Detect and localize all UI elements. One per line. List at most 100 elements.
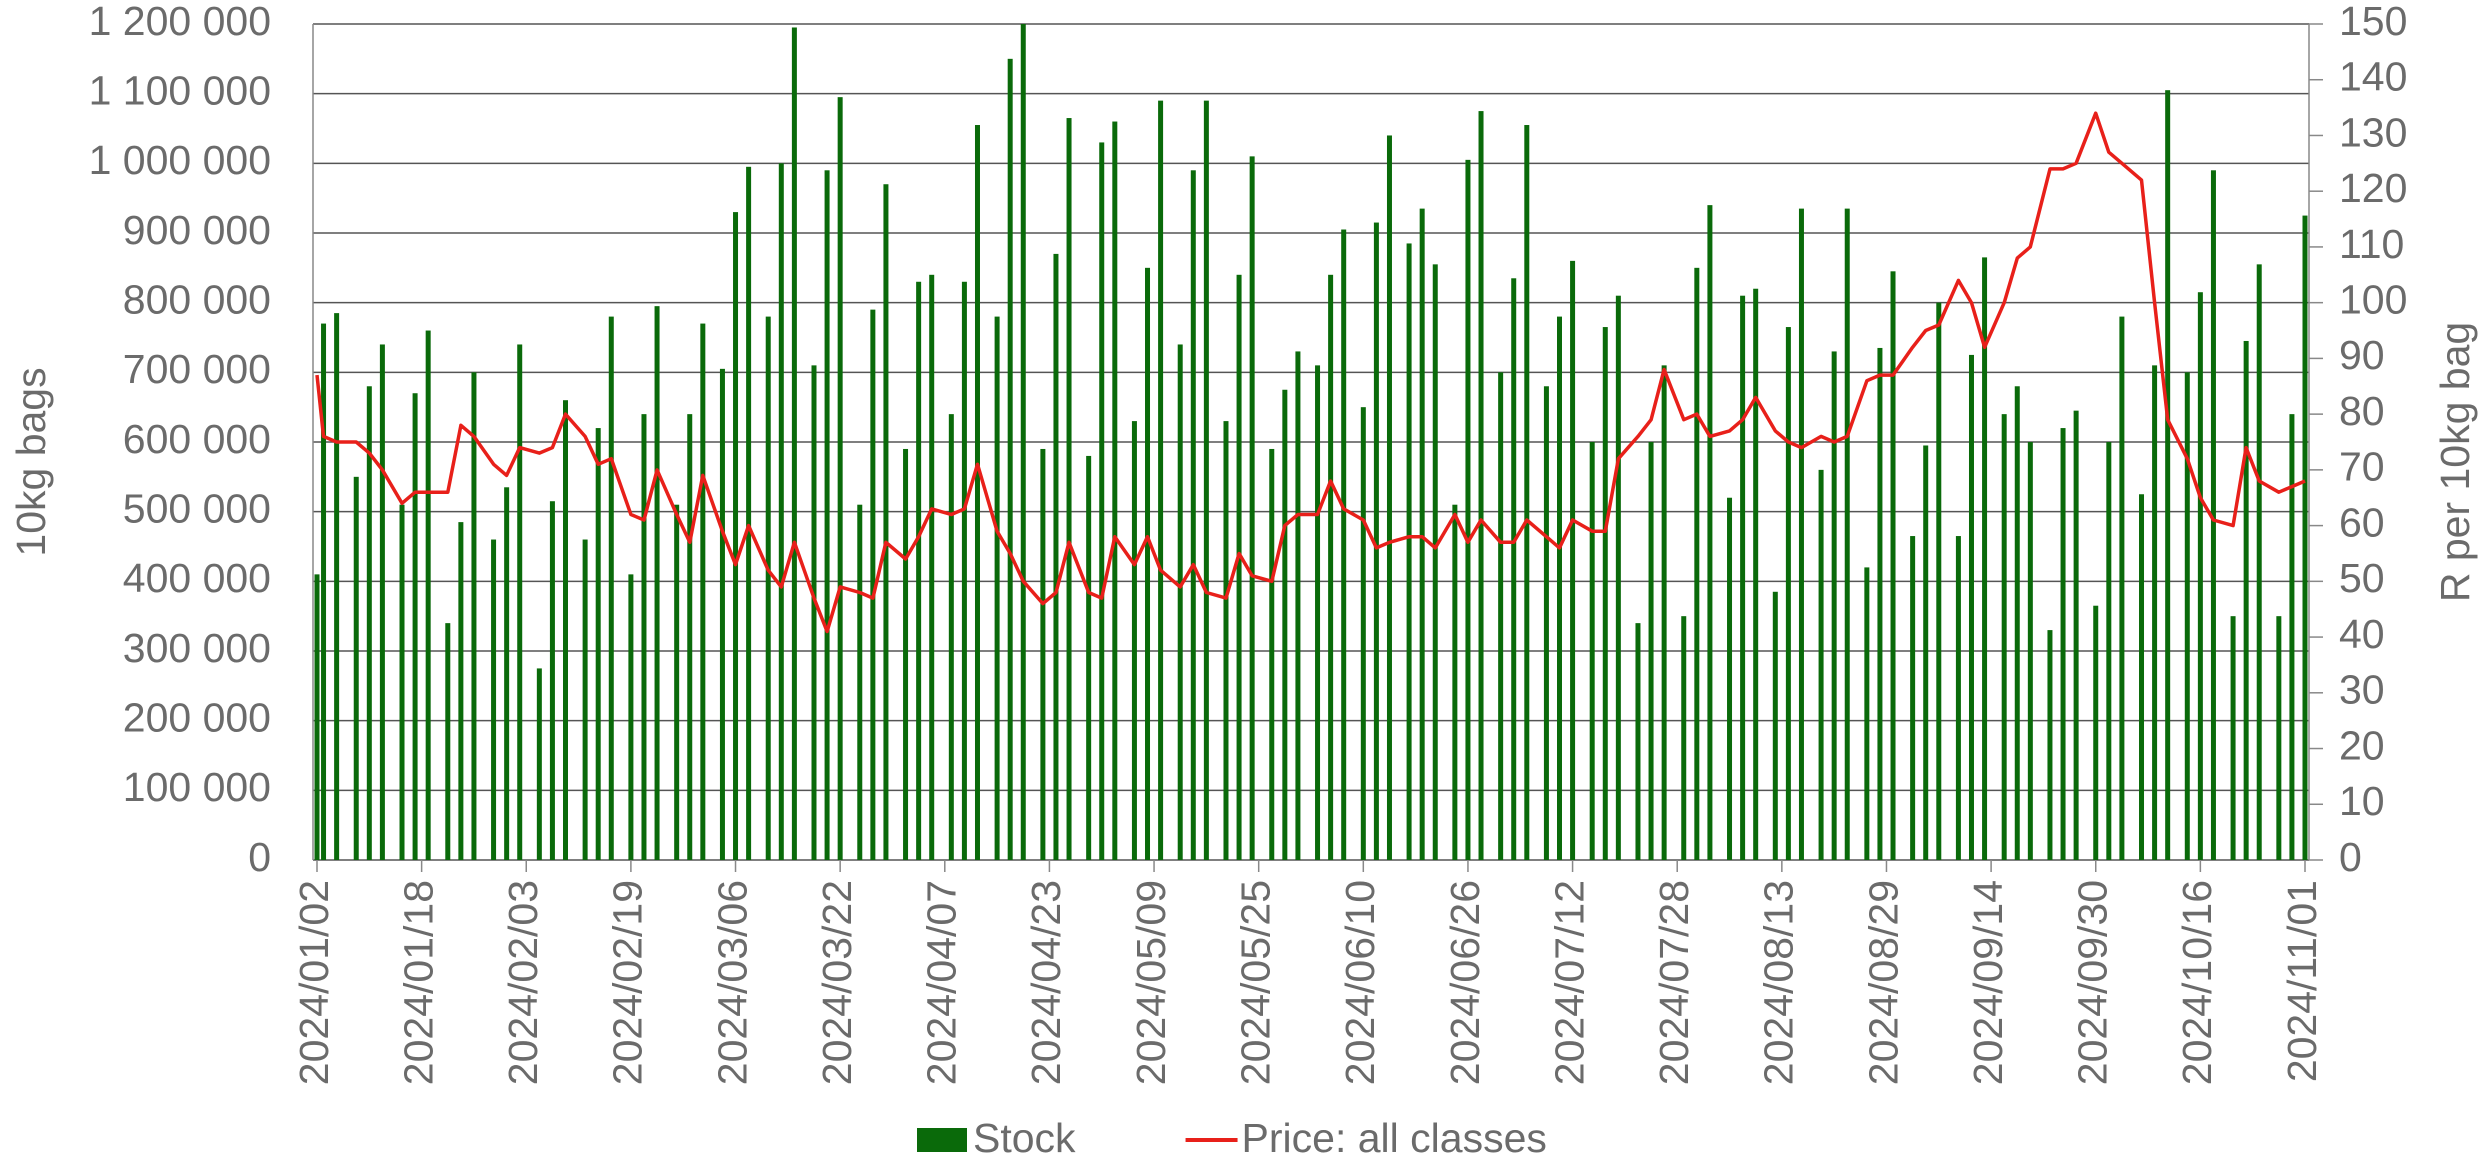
bar: [1831, 351, 1837, 860]
y2-axis-title: R per 10kg bag: [2432, 322, 2478, 602]
bar: [811, 365, 817, 860]
bar: [870, 309, 876, 861]
bar: [1236, 274, 1242, 860]
bar: [1615, 295, 1621, 860]
bar: [2119, 316, 2125, 861]
bar: [471, 372, 477, 860]
bar: [334, 313, 340, 860]
bar: [2197, 292, 2203, 860]
bar: [824, 170, 830, 861]
bar: [314, 574, 320, 860]
bar: [1524, 125, 1530, 861]
bar: [765, 316, 771, 861]
x-tick-label: 2024/06/10: [1337, 880, 1383, 1085]
bar: [641, 414, 647, 860]
bar: [837, 97, 843, 860]
bar: [1543, 386, 1549, 860]
bar: [1648, 442, 1654, 860]
y-tick-label: 1 200 000: [89, 0, 271, 44]
bar: [2139, 494, 2145, 860]
bar: [491, 539, 497, 860]
bar: [2165, 90, 2171, 860]
y2-tick-label: 90: [2339, 332, 2385, 378]
bar: [948, 414, 954, 860]
bar: [1249, 156, 1255, 860]
legend-label: Stock: [973, 1115, 1076, 1158]
bar: [504, 487, 510, 860]
bar: [595, 428, 601, 860]
bar: [2060, 428, 2066, 860]
bar: [2152, 365, 2158, 860]
bar: [1007, 58, 1013, 861]
y2-tick-label: 70: [2339, 444, 2385, 490]
y2-tick-label: 80: [2339, 388, 2385, 434]
bar: [1373, 222, 1379, 861]
x-tick-label: 2024/02/03: [500, 880, 546, 1085]
legend-swatch: [917, 1128, 967, 1152]
price-line: [315, 111, 2306, 634]
y-tick-label: 800 000: [123, 276, 271, 322]
bar: [1955, 536, 1961, 860]
bar: [1707, 205, 1713, 861]
y-tick-label: 700 000: [123, 346, 271, 392]
bar: [1785, 327, 1791, 860]
bar: [536, 668, 542, 860]
bar: [2106, 442, 2112, 860]
bar: [1269, 448, 1275, 860]
bar: [674, 504, 680, 860]
bar: [2093, 605, 2099, 860]
bar: [883, 184, 889, 860]
bar: [582, 539, 588, 860]
bar: [1341, 229, 1347, 860]
bar: [1498, 372, 1504, 860]
bar: [445, 623, 451, 860]
x-tick-label: 2024/07/28: [1651, 880, 1697, 1085]
bar: [1844, 208, 1850, 860]
y2-tick-label: 150: [2339, 0, 2407, 44]
x-tick-label: 2024/05/09: [1128, 880, 1174, 1085]
bar: [791, 27, 797, 860]
bar: [1432, 264, 1438, 861]
x-tick-label: 2024/03/06: [709, 880, 755, 1085]
bar: [1419, 208, 1425, 860]
x-tick-label: 2024/08/13: [1756, 880, 1802, 1085]
bar: [1681, 616, 1687, 860]
bar: [321, 323, 327, 861]
bar: [379, 344, 385, 860]
bar: [425, 330, 431, 860]
bar: [1478, 111, 1484, 861]
bar: [1020, 24, 1026, 860]
bar: [412, 393, 418, 860]
bar: [1158, 100, 1164, 861]
x-tick-label: 2024/04/23: [1023, 880, 1069, 1085]
bar: [719, 368, 725, 860]
bar: [1360, 407, 1366, 860]
bar: [1818, 469, 1824, 860]
bar: [628, 574, 634, 860]
bar: [563, 400, 568, 860]
x-tick-label: 2024/11/01: [2279, 880, 2325, 1082]
legend-label: Price: all classes: [1242, 1115, 1547, 1158]
x-tick-label: 2024/02/19: [605, 880, 651, 1085]
bar: [608, 316, 614, 861]
bar: [1465, 159, 1471, 861]
x-tick-label: 2024/06/26: [1442, 880, 1488, 1085]
y-tick-label: 900 000: [123, 207, 271, 253]
bar: [2256, 264, 2262, 861]
bar: [2014, 386, 2020, 860]
bar: [1694, 267, 1700, 860]
bar: [2047, 630, 2053, 860]
bar: [1982, 257, 1988, 861]
y-tick-label: 100 000: [123, 764, 271, 810]
bar: [1099, 142, 1105, 860]
bar: [458, 522, 464, 860]
bar: [916, 281, 922, 860]
bar: [1753, 288, 1759, 860]
bar: [1864, 567, 1870, 860]
x-tick-label: 2024/05/25: [1233, 880, 1279, 1085]
bar: [994, 316, 1000, 861]
bar: [1890, 271, 1896, 861]
bar: [903, 448, 909, 860]
bar: [1086, 455, 1092, 860]
bar: [1066, 118, 1072, 861]
